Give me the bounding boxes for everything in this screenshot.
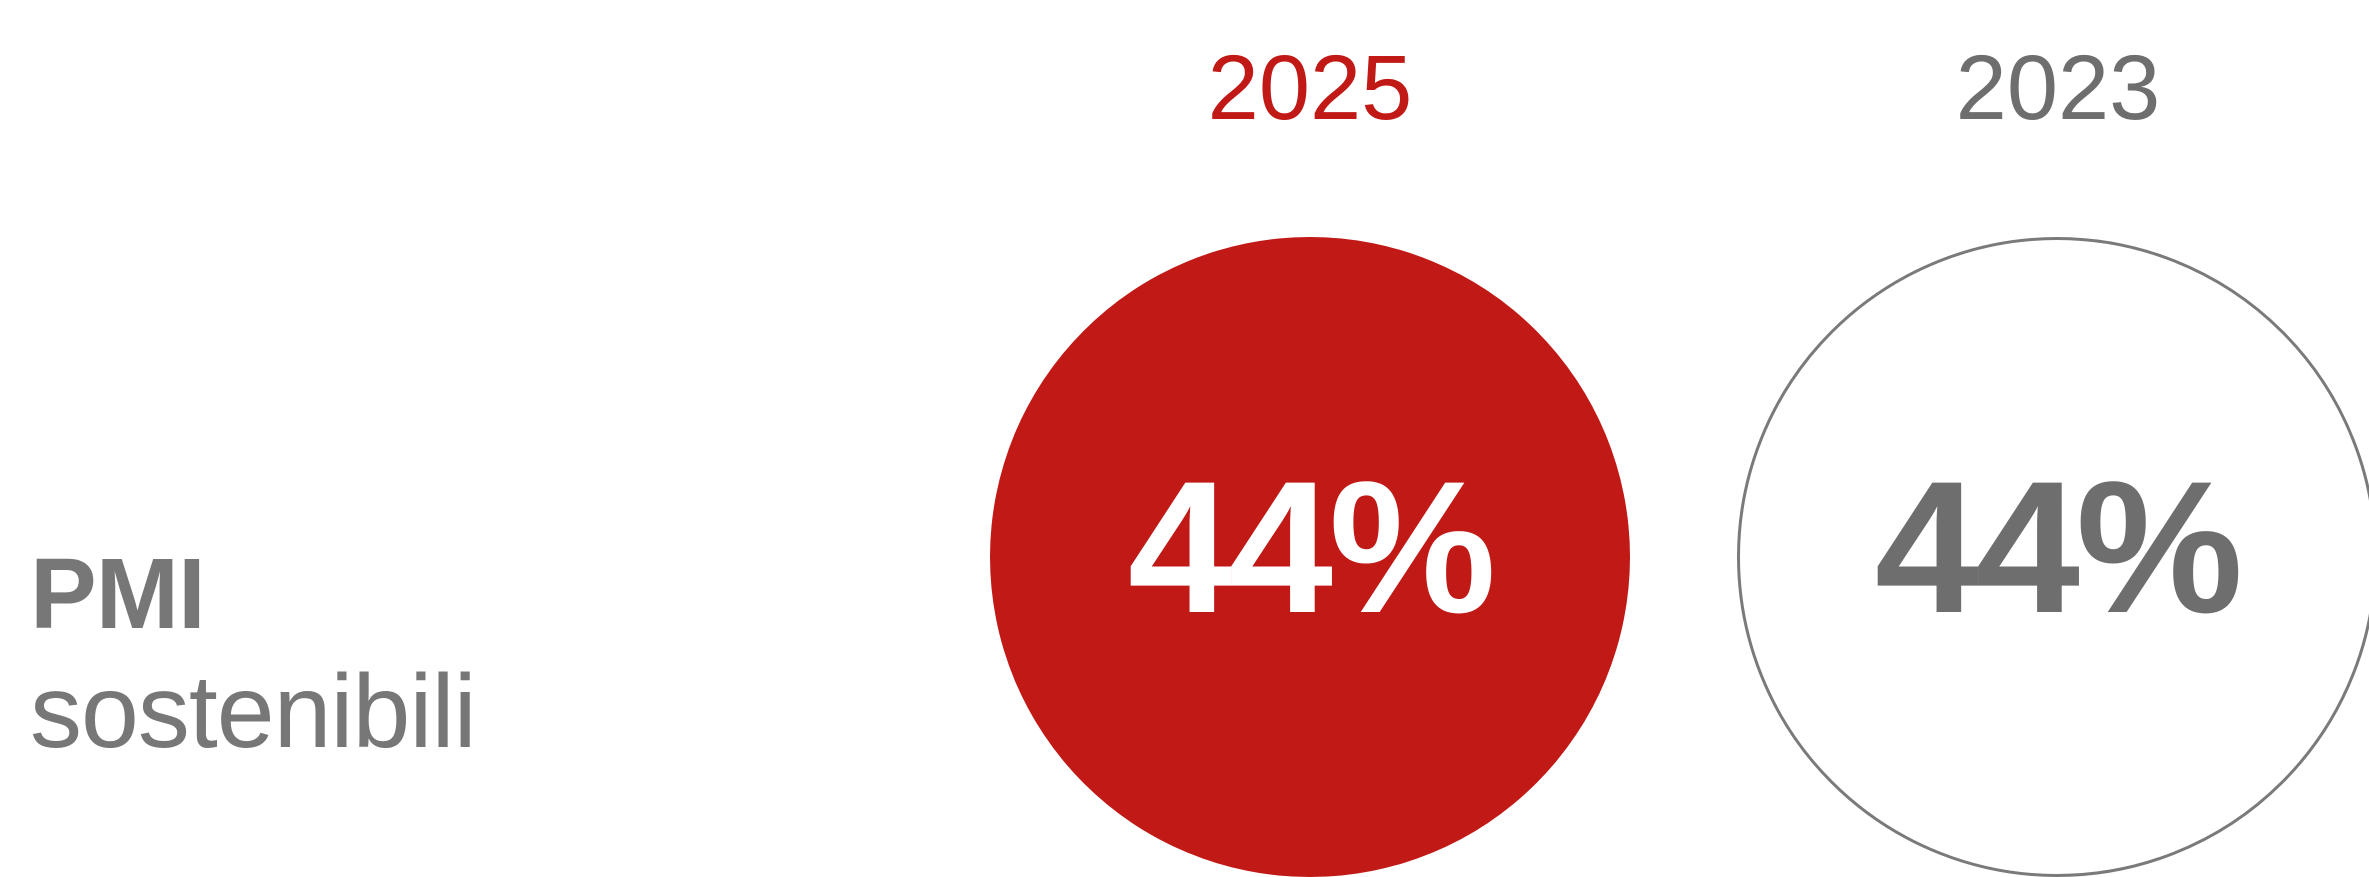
year-current-label: 2025 xyxy=(1207,37,1413,139)
previous-value: 44% xyxy=(1874,442,2243,652)
metric-label-line-1: PMI xyxy=(30,538,206,650)
previous-value-circle: 44% xyxy=(1737,237,2369,877)
metric-label: PMI sostenibili xyxy=(30,535,477,771)
metric-label-line-2: sostenibili xyxy=(30,654,477,770)
current-value: 44% xyxy=(1127,442,1496,652)
year-previous-label: 2023 xyxy=(1955,37,2161,139)
current-value-circle: 44% xyxy=(990,237,1630,877)
